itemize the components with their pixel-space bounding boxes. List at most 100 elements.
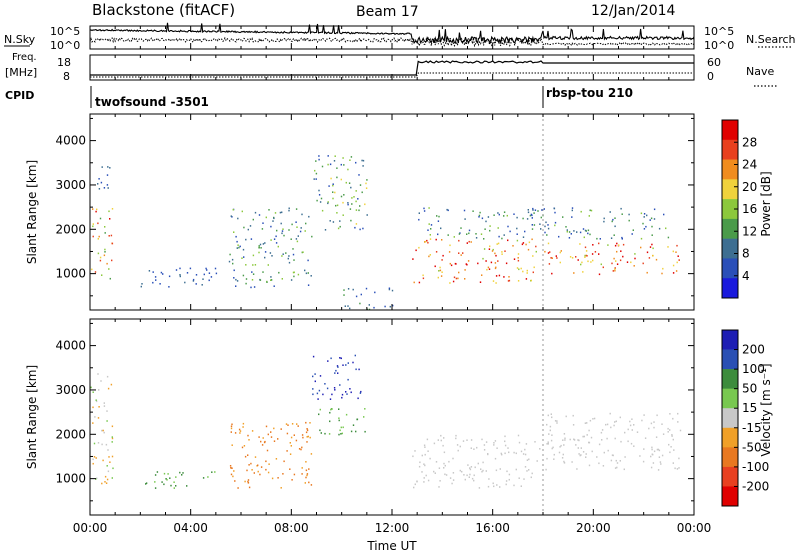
scatter-cell-6 [435, 251, 438, 253]
scatter-cell-6 [429, 238, 432, 240]
scatter-cell-7 [634, 253, 636, 255]
scatter-cell-3 [304, 269, 306, 272]
scatter-cell-5 [423, 444, 426, 447]
scatter-cell-2 [254, 456, 257, 458]
scatter-cell-4 [321, 209, 324, 212]
scatter-cell-4 [336, 176, 338, 179]
scatter-cell-2 [306, 436, 308, 438]
scatter-cell-2 [259, 473, 261, 476]
scatter-cell-4 [320, 432, 322, 434]
scatter-cell-2 [304, 482, 306, 484]
y-tick-label: 3000 [55, 178, 86, 192]
scatter-cell-6 [439, 266, 441, 269]
scatter-cell-6 [520, 267, 522, 270]
scatter-cell-3 [282, 228, 284, 230]
scatter-cell-8 [487, 216, 490, 218]
scatter-cell-5 [452, 457, 454, 460]
scatter-cell-2 [244, 455, 247, 458]
scatter-cell-5 [426, 438, 429, 441]
y-tick-label: 3000 [55, 383, 86, 397]
velocity-y-axis: 1000 2000 3000 4000 [55, 322, 694, 502]
scatter-cell-3 [232, 262, 234, 265]
scatter-cell-8 [603, 217, 605, 220]
scatter-cell-3 [235, 235, 237, 238]
scatter-cell-2 [271, 477, 274, 480]
scatter-cell-3 [292, 248, 294, 250]
scatter-cell-4 [332, 197, 334, 200]
scatter-cell-8 [571, 216, 573, 218]
scatter-cell-3 [254, 211, 257, 214]
scatter-cell-2 [306, 429, 309, 432]
scatter-cell-6 [661, 423, 663, 425]
scatter-cell-5 [452, 479, 455, 481]
scatter-cell-8 [584, 229, 587, 232]
scatter-cell-6 [554, 420, 557, 422]
scatter-cell-8 [516, 227, 518, 230]
scatter-cell-3 [357, 397, 359, 400]
scatter-cell-3 [270, 276, 272, 278]
scatter-cell-4 [332, 183, 334, 185]
scatter-cell-0 [111, 242, 114, 245]
scatter-cell-8 [531, 224, 533, 226]
scatter-cell-6 [655, 436, 658, 438]
scatter-cell-8 [558, 235, 560, 238]
scatter-cell-8 [576, 231, 578, 233]
scatter-cell-2 [260, 440, 262, 443]
scatter-cell-4 [361, 191, 363, 194]
scatter-cell-6 [606, 423, 609, 426]
scatter-cell-3 [264, 251, 267, 253]
scatter-cell-7 [613, 257, 615, 260]
scatter-cell-1 [145, 483, 147, 485]
scatter-cell-8 [459, 232, 461, 234]
scatter-cell-6 [455, 263, 457, 265]
scatter-cell-8 [489, 225, 491, 227]
scatter-cell-1 [98, 178, 100, 180]
scatter-cell-7 [619, 259, 622, 262]
scatter-cell-7 [614, 269, 616, 272]
scatter-cell-2 [237, 487, 239, 489]
scatter-cell-5 [343, 289, 345, 291]
scatter-cell-5 [468, 476, 470, 478]
scatter-cell-3 [242, 248, 245, 251]
scatter-cell-6 [415, 249, 417, 252]
scatter-cell-8 [631, 233, 633, 235]
scatter-cell-2 [309, 436, 311, 439]
scatter-cell-6 [563, 462, 566, 464]
scatter-cell-6 [498, 274, 501, 277]
scatter-cell-5 [517, 434, 520, 437]
scatter-cell-5 [392, 304, 394, 307]
scatter-cell-6 [427, 241, 429, 244]
scatter-cell-6 [492, 248, 494, 251]
scatter-cell-4 [334, 155, 336, 157]
scatter-cell-4 [332, 191, 334, 193]
scatter-cell-8 [428, 207, 430, 209]
scatter-cell-3 [233, 269, 235, 272]
scatter-cell-0 [95, 400, 98, 403]
scatter-cell-4 [320, 197, 323, 200]
scatter-cell-5 [530, 476, 532, 479]
scatter-cell-3 [252, 254, 255, 257]
scatter-cell-2 [258, 436, 260, 438]
colorbar-tick-label: -50 [742, 440, 762, 454]
scatter-cell-4 [336, 167, 338, 169]
colorbar-segment [722, 139, 738, 160]
scatter-cell-5 [500, 452, 502, 455]
scatter-cell-8 [562, 216, 564, 218]
scatter-cell-2 [295, 439, 298, 442]
scatter-cell-3 [245, 238, 247, 241]
scatter-cell-7 [676, 244, 678, 247]
scatter-cell-4 [343, 164, 345, 166]
scatter-cell-0 [104, 248, 106, 251]
scatter-cell-6 [424, 240, 427, 243]
scatter-cell-8 [653, 218, 656, 220]
scatter-cell-5 [391, 289, 394, 292]
scatter-cell-2 [168, 275, 171, 278]
scatter-cell-7 [555, 255, 557, 257]
scatter-cell-5 [424, 464, 426, 467]
scatter-cell-3 [297, 273, 300, 276]
scatter-cell-5 [423, 463, 425, 465]
scatter-cell-3 [305, 272, 308, 275]
scatter-cell-4 [324, 229, 327, 231]
scatter-cell-3 [279, 211, 282, 214]
scatter-cell-4 [349, 208, 352, 210]
